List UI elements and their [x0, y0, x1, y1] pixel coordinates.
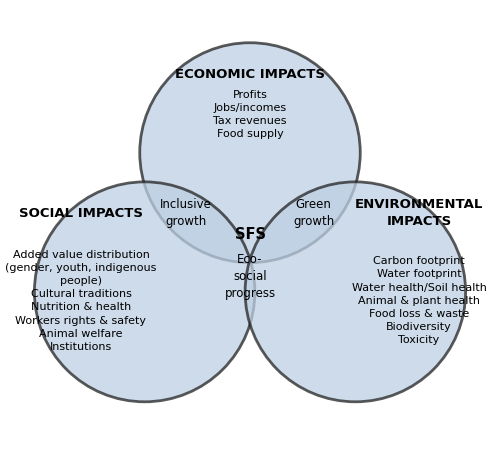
Text: ECONOMIC IMPACTS: ECONOMIC IMPACTS — [175, 68, 325, 81]
Text: SFS: SFS — [234, 227, 266, 242]
Ellipse shape — [245, 182, 466, 402]
Text: ENVIRONMENTAL
IMPACTS: ENVIRONMENTAL IMPACTS — [355, 198, 483, 228]
Ellipse shape — [140, 43, 360, 262]
Text: Inclusive
growth: Inclusive growth — [160, 198, 212, 228]
Text: Carbon footprint
Water footprint
Water health/Soil health
Animal & plant health
: Carbon footprint Water footprint Water h… — [352, 256, 486, 345]
Text: Green
growth: Green growth — [293, 198, 335, 228]
Text: Added value distribution
(gender, youth, indigenous
people)
Cultural traditions
: Added value distribution (gender, youth,… — [6, 250, 156, 352]
Text: SOCIAL IMPACTS: SOCIAL IMPACTS — [19, 207, 143, 220]
Text: Eco-
social
progress: Eco- social progress — [224, 253, 276, 300]
Ellipse shape — [34, 182, 255, 402]
Text: Profits
Jobs/incomes
Tax revenues
Food supply: Profits Jobs/incomes Tax revenues Food s… — [213, 90, 287, 139]
